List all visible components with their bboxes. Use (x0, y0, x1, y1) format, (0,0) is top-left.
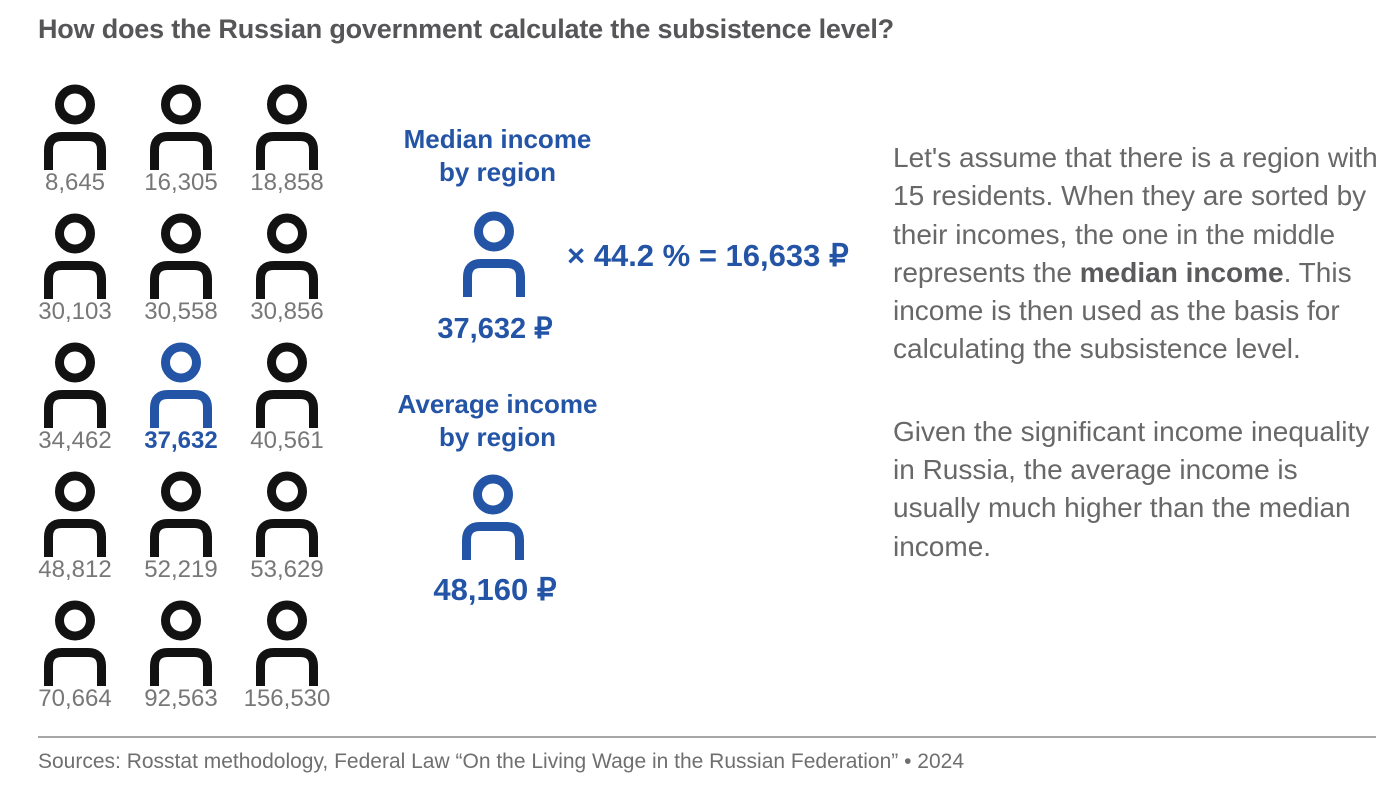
person-icon (44, 84, 106, 170)
resident-income-label: 34,462 (38, 427, 112, 454)
resident-income-label: 18,858 (250, 169, 324, 196)
resident-income-label: 156,530 (243, 685, 331, 712)
average-heading-line1: Average income (397, 389, 598, 419)
person-icon (44, 471, 106, 557)
resident-income-label: 92,563 (144, 685, 218, 712)
resident-income-label: 52,219 (144, 556, 218, 583)
p1-after: . This income is then used as the basis … (893, 256, 1352, 365)
resident-cell: 16,305 (128, 84, 234, 213)
footer-divider (38, 736, 1376, 738)
median-heading-line2: by region (438, 157, 556, 187)
subsistence-formula: × 44.2 % = 16,633 ₽ (567, 238, 849, 273)
resident-income-label: 16,305 (144, 169, 218, 196)
median-person-icon (463, 211, 525, 297)
average-income-value: 48,160 ₽ (433, 572, 557, 607)
person-icon (256, 342, 318, 428)
resident-cell: 30,103 (22, 213, 128, 342)
person-icon (150, 342, 212, 428)
resident-income-label: 70,664 (38, 685, 112, 712)
resident-income-label: 30,103 (38, 298, 112, 325)
resident-cell: 53,629 (234, 471, 340, 600)
person-icon (150, 213, 212, 299)
source-line: Sources: Rosstat methodology, Federal La… (38, 750, 965, 773)
average-heading-line2: by region (438, 422, 556, 452)
resident-income-label: 30,856 (250, 298, 324, 325)
person-icon (256, 600, 318, 686)
person-icon (44, 600, 106, 686)
average-income-heading: Average income by region (385, 388, 610, 454)
p1-bold-median-income: median income (1079, 256, 1284, 288)
resident-cell: 8,645 (22, 84, 128, 213)
resident-cell: 92,563 (128, 600, 234, 729)
resident-cell: 156,530 (234, 600, 340, 729)
resident-income-label: 8,645 (44, 169, 106, 196)
page-title: How does the Russian government calculat… (38, 14, 894, 44)
resident-cell: 30,558 (128, 213, 234, 342)
person-icon (150, 600, 212, 686)
resident-cell: 70,664 (22, 600, 128, 729)
median-heading-line1: Median income (403, 124, 592, 154)
resident-cell: 37,632 (128, 342, 234, 471)
person-icon (44, 342, 106, 428)
explanation-paragraph-2: Given the significant income inequality … (893, 415, 1370, 562)
resident-cell: 52,219 (128, 471, 234, 600)
resident-income-label: 48,812 (38, 556, 112, 583)
person-icon (256, 213, 318, 299)
person-icon (256, 84, 318, 170)
explanation-text: Let's assume that there is a region with… (893, 139, 1379, 566)
explanation-paragraph-1: Let's assume that there is a region with… (893, 139, 1379, 369)
median-income-value: 37,632 ₽ (437, 313, 553, 345)
resident-income-label: 37,632 (144, 427, 218, 454)
average-person-icon (462, 474, 524, 560)
resident-income-label: 40,561 (250, 427, 324, 454)
person-icon (150, 471, 212, 557)
resident-income-label: 53,629 (250, 556, 324, 583)
p1-before: Let's assume that there is a region with… (893, 142, 1378, 288)
residents-grid: 8,645 16,305 18,858 30,103 30,558 (22, 84, 340, 729)
person-icon (256, 471, 318, 557)
resident-cell: 18,858 (234, 84, 340, 213)
resident-cell: 34,462 (22, 342, 128, 471)
resident-cell: 48,812 (22, 471, 128, 600)
resident-cell: 30,856 (234, 213, 340, 342)
person-icon (150, 84, 212, 170)
resident-income-label: 30,558 (144, 298, 218, 325)
person-icon (44, 213, 106, 299)
median-income-heading: Median income by region (385, 123, 610, 189)
resident-cell: 40,561 (234, 342, 340, 471)
